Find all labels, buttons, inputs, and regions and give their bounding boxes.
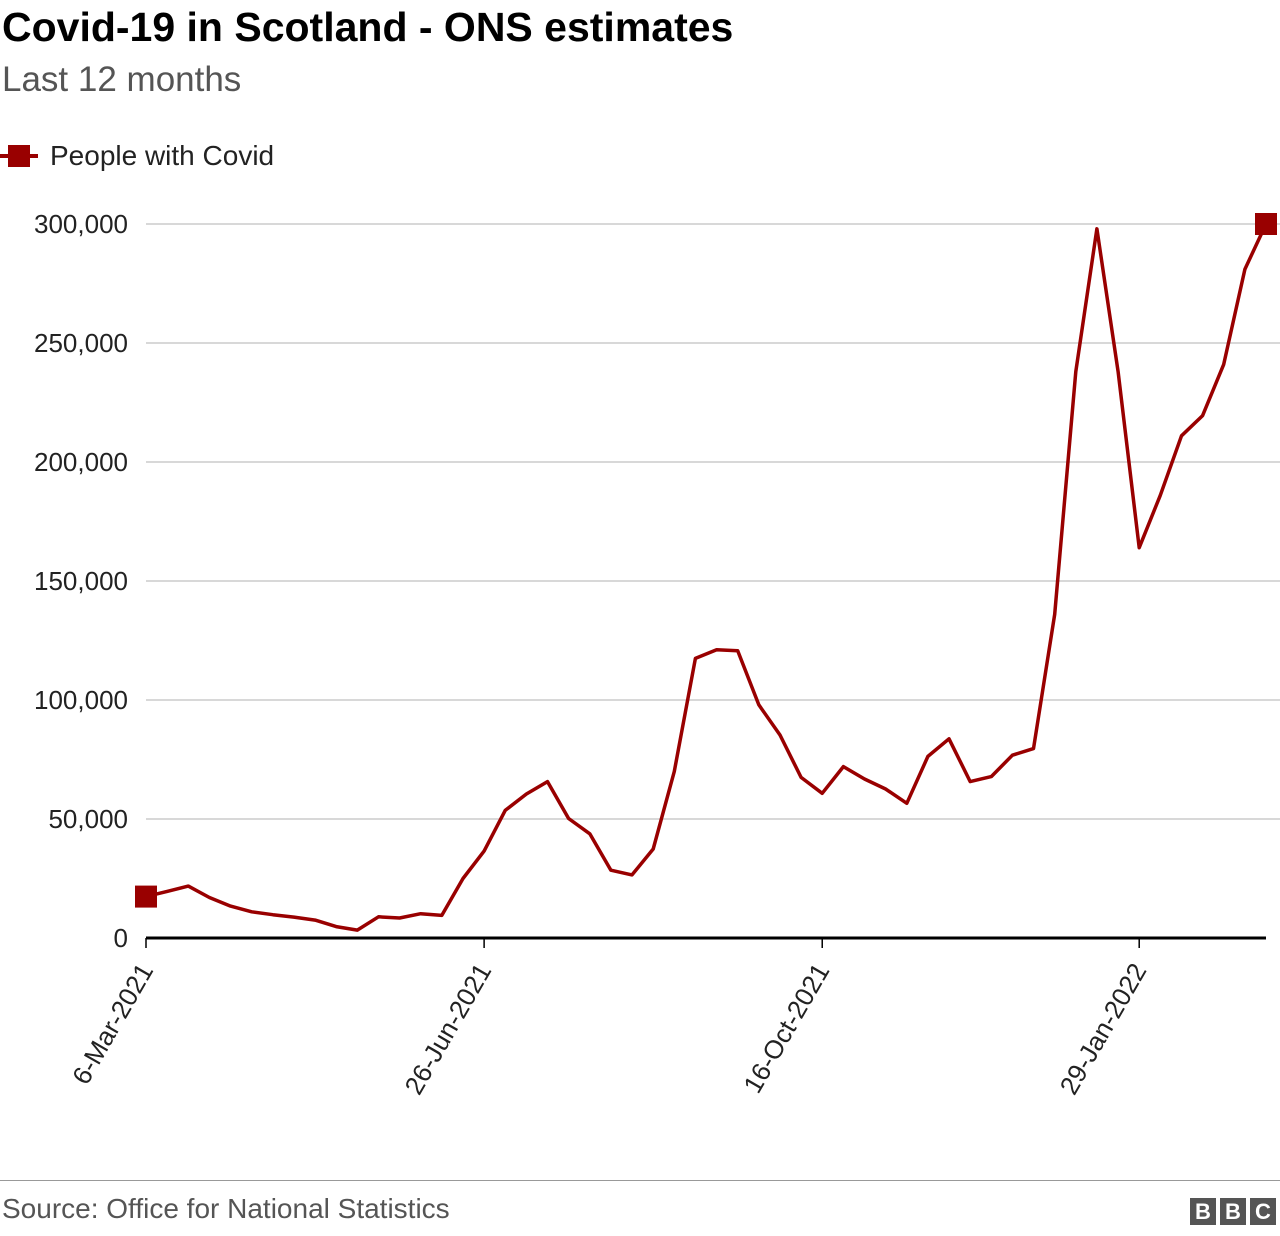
data-point (905, 802, 908, 805)
legend-swatch (0, 136, 40, 176)
data-point (546, 780, 549, 783)
data-point (1011, 754, 1014, 757)
data-point (884, 788, 887, 791)
data-point (652, 847, 655, 850)
data-point (757, 703, 760, 706)
data-point (1243, 268, 1246, 271)
data-point (821, 792, 824, 795)
data-point (990, 775, 993, 778)
data-point (461, 877, 464, 880)
data-point (356, 929, 359, 932)
y-tick-label: 150,000 (34, 566, 128, 596)
data-point (187, 885, 190, 888)
x-tick-label: 6-Mar-2021 (66, 958, 159, 1089)
source-note: Source: Office for National Statistics (2, 1193, 450, 1224)
data-point (1095, 227, 1098, 230)
data-point (504, 809, 507, 812)
legend: People with Covid (0, 136, 274, 176)
data-point (292, 916, 295, 919)
data-point (609, 869, 612, 872)
y-tick-label: 50,000 (48, 804, 128, 834)
data-point (715, 648, 718, 651)
bbc-logo-letter: B (1220, 1198, 1246, 1225)
data-point (969, 780, 972, 783)
data-point (483, 850, 486, 853)
data-point (631, 873, 634, 876)
bbc-logo-letter: C (1250, 1198, 1276, 1225)
endpoint-marker (135, 885, 157, 908)
data-point (1117, 370, 1120, 373)
x-tick-label: 29-Jan-2022 (1053, 958, 1152, 1099)
data-point (948, 737, 951, 740)
x-tick-label: 16-Oct-2021 (737, 958, 835, 1098)
legend-label: People with Covid (50, 140, 275, 171)
y-tick-label: 200,000 (34, 447, 128, 477)
data-point (1180, 434, 1183, 437)
data-point (736, 649, 739, 652)
data-point (863, 778, 866, 781)
data-point (271, 913, 274, 916)
data-point (1201, 414, 1204, 417)
data-point (166, 890, 169, 893)
data-point (1222, 363, 1225, 366)
data-point (250, 910, 253, 913)
data-point (314, 919, 317, 922)
y-tick-label: 0 (114, 923, 128, 953)
y-tick-label: 300,000 (34, 209, 128, 239)
data-point (778, 733, 781, 736)
data-point (377, 915, 380, 918)
data-point (694, 657, 697, 660)
data-point (926, 755, 929, 758)
data-point (525, 793, 528, 796)
y-tick-label: 250,000 (34, 328, 128, 358)
chart-subtitle: Last 12 months (2, 60, 242, 99)
data-point (800, 776, 803, 779)
data-point (842, 765, 845, 768)
bbc-logo: B B C (1190, 1198, 1276, 1225)
data-point (1053, 613, 1056, 616)
data-point (1074, 370, 1077, 373)
data-point (1159, 494, 1162, 497)
bbc-logo-letter: B (1190, 1198, 1216, 1225)
y-tick-label: 100,000 (34, 685, 128, 715)
chart-title: Covid-19 in Scotland - ONS estimates (2, 4, 734, 50)
data-point (419, 912, 422, 915)
x-tick-label: 26-Jun-2021 (398, 958, 497, 1099)
data-point (567, 817, 570, 820)
series-line (145, 223, 1268, 932)
footer-divider (0, 1180, 1280, 1181)
data-point (208, 896, 211, 899)
data-point (673, 770, 676, 773)
data-point (335, 925, 338, 928)
data-point (588, 832, 591, 835)
line-chart: 0 50,000 100,000 150,000 200,000 250,000 300,0… (34, 209, 1280, 1099)
data-point (440, 914, 443, 917)
data-point (229, 905, 232, 908)
data-point (1032, 747, 1035, 750)
legend-marker (8, 145, 30, 167)
endpoint-marker (1255, 213, 1277, 235)
data-point (1138, 546, 1141, 549)
data-point (398, 917, 401, 920)
